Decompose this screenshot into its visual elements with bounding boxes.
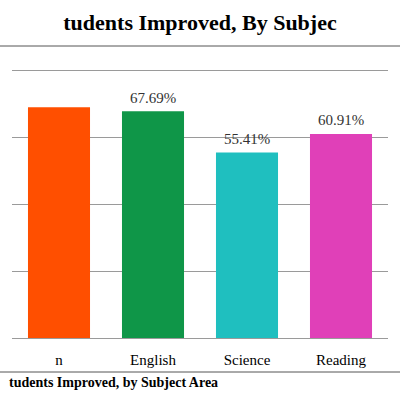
svg-text:English: English [130,352,176,368]
svg-text:tudents Improved, By Subjec: tudents Improved, By Subjec [63,10,337,35]
svg-text:Reading: Reading [316,352,366,368]
svg-text:n: n [55,352,63,368]
svg-text:tudents Improved, by Subject A: tudents Improved, by Subject Area [9,375,218,390]
svg-text:55.41%: 55.41% [224,131,270,147]
svg-text:67.69%: 67.69% [130,90,176,106]
svg-text:Science: Science [224,352,271,368]
svg-text:60.91%: 60.91% [318,112,364,128]
